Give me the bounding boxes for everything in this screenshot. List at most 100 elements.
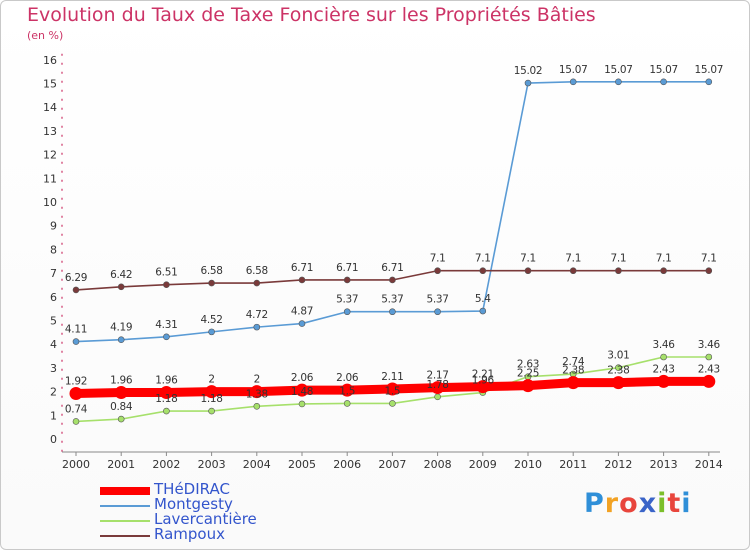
data-point bbox=[295, 383, 309, 397]
data-point bbox=[117, 336, 125, 343]
data-label: 6.58 bbox=[201, 265, 223, 277]
logo-letter: o bbox=[619, 488, 639, 519]
x-tick-label: 2006 bbox=[333, 458, 361, 471]
data-point bbox=[117, 415, 125, 423]
data-point bbox=[705, 78, 713, 86]
data-label: 2.43 bbox=[653, 363, 675, 375]
data-label: 3.46 bbox=[698, 339, 721, 351]
data-point bbox=[159, 386, 173, 400]
data-label: 1.96 bbox=[155, 375, 178, 387]
data-label: 1.38 bbox=[246, 388, 268, 400]
data-label: 2.06 bbox=[291, 372, 314, 384]
data-label: 6.58 bbox=[246, 265, 268, 277]
data-label: 2.74 bbox=[562, 356, 585, 368]
x-tick-label: 2008 bbox=[424, 458, 452, 471]
data-point bbox=[253, 402, 261, 410]
data-label: 15.07 bbox=[695, 64, 724, 76]
logo-letter: P bbox=[584, 488, 605, 519]
data-point bbox=[163, 281, 170, 289]
data-label: 1.18 bbox=[201, 393, 223, 405]
data-point bbox=[434, 393, 441, 401]
legend-swatch bbox=[100, 505, 150, 507]
data-label: 2.06 bbox=[336, 372, 359, 384]
data-point bbox=[114, 386, 128, 400]
y-tick-label: 6 bbox=[50, 291, 57, 304]
y-tick-label: 7 bbox=[50, 267, 57, 280]
y-tick-label: 10 bbox=[43, 196, 57, 209]
y-tick-label: 15 bbox=[43, 78, 57, 91]
data-label: 2.17 bbox=[427, 370, 449, 382]
x-tick-label: 2003 bbox=[198, 458, 226, 471]
data-point bbox=[389, 400, 396, 407]
data-label: 2.63 bbox=[517, 359, 539, 371]
x-tick-label: 2011 bbox=[559, 458, 587, 471]
data-label: 7.1 bbox=[520, 253, 536, 265]
data-point bbox=[479, 267, 487, 275]
data-point bbox=[385, 382, 399, 396]
x-tick-label: 2004 bbox=[243, 458, 271, 471]
data-point bbox=[702, 374, 716, 388]
data-point bbox=[431, 381, 445, 395]
data-point bbox=[705, 267, 713, 275]
data-label: 2.43 bbox=[698, 363, 720, 375]
data-label: 7.1 bbox=[701, 253, 717, 265]
data-label: 7.1 bbox=[656, 253, 672, 265]
data-point bbox=[569, 267, 577, 275]
data-label: 7.1 bbox=[565, 253, 581, 265]
data-label: 15.07 bbox=[649, 64, 678, 76]
data-label: 1.5 bbox=[384, 385, 400, 397]
data-label: 15.02 bbox=[514, 65, 543, 77]
data-label: 4.31 bbox=[155, 319, 177, 331]
logo-letter: i bbox=[657, 488, 668, 519]
data-label: 7.1 bbox=[475, 253, 491, 265]
data-point bbox=[524, 79, 532, 87]
y-tick-label: 9 bbox=[50, 220, 57, 233]
data-label: 1.48 bbox=[291, 386, 313, 398]
data-point bbox=[72, 418, 80, 425]
data-point bbox=[389, 276, 396, 284]
data-point bbox=[566, 376, 580, 390]
y-tick-label: 11 bbox=[43, 172, 57, 185]
y-tick-label: 1 bbox=[50, 409, 57, 422]
data-label: 6.71 bbox=[381, 262, 403, 274]
data-point bbox=[615, 78, 622, 86]
data-point bbox=[69, 386, 83, 400]
data-point bbox=[253, 323, 261, 331]
data-point bbox=[521, 379, 535, 393]
data-point bbox=[298, 320, 306, 327]
data-point bbox=[298, 400, 306, 408]
data-label: 1.96 bbox=[110, 375, 133, 387]
data-point bbox=[434, 308, 441, 316]
data-point bbox=[208, 328, 215, 336]
data-label: 6.71 bbox=[291, 262, 313, 274]
data-label: 7.1 bbox=[430, 253, 446, 265]
data-label: 4.19 bbox=[110, 322, 132, 334]
legend-swatch bbox=[100, 487, 150, 495]
x-tick-label: 2001 bbox=[107, 458, 135, 471]
y-tick-label: 14 bbox=[43, 101, 57, 114]
data-point bbox=[343, 400, 351, 407]
legend-swatch bbox=[100, 520, 150, 522]
chart-subtitle: (en %) bbox=[27, 29, 64, 42]
data-point bbox=[72, 286, 80, 294]
data-point bbox=[117, 283, 125, 291]
data-label: 1.5 bbox=[339, 385, 355, 397]
data-label: 6.29 bbox=[65, 272, 87, 284]
data-point bbox=[208, 407, 215, 415]
data-label: 0.74 bbox=[65, 403, 88, 415]
data-point bbox=[389, 308, 396, 316]
data-point bbox=[615, 364, 622, 371]
data-label: 7.1 bbox=[610, 253, 626, 265]
y-tick-label: 5 bbox=[50, 315, 57, 328]
data-label: 1.78 bbox=[427, 379, 449, 391]
legend-label: Montgesty bbox=[154, 495, 233, 513]
data-label: 5.37 bbox=[427, 294, 449, 306]
data-label: 4.52 bbox=[201, 314, 223, 326]
x-tick-label: 2002 bbox=[152, 458, 180, 471]
y-tick-label: 16 bbox=[43, 54, 57, 67]
data-point bbox=[705, 353, 713, 361]
data-label: 2.38 bbox=[607, 365, 629, 377]
x-tick-label: 2014 bbox=[695, 458, 723, 471]
chart-title: Evolution du Taux de Taxe Foncière sur l… bbox=[27, 4, 596, 26]
x-tick-label: 2007 bbox=[378, 458, 406, 471]
